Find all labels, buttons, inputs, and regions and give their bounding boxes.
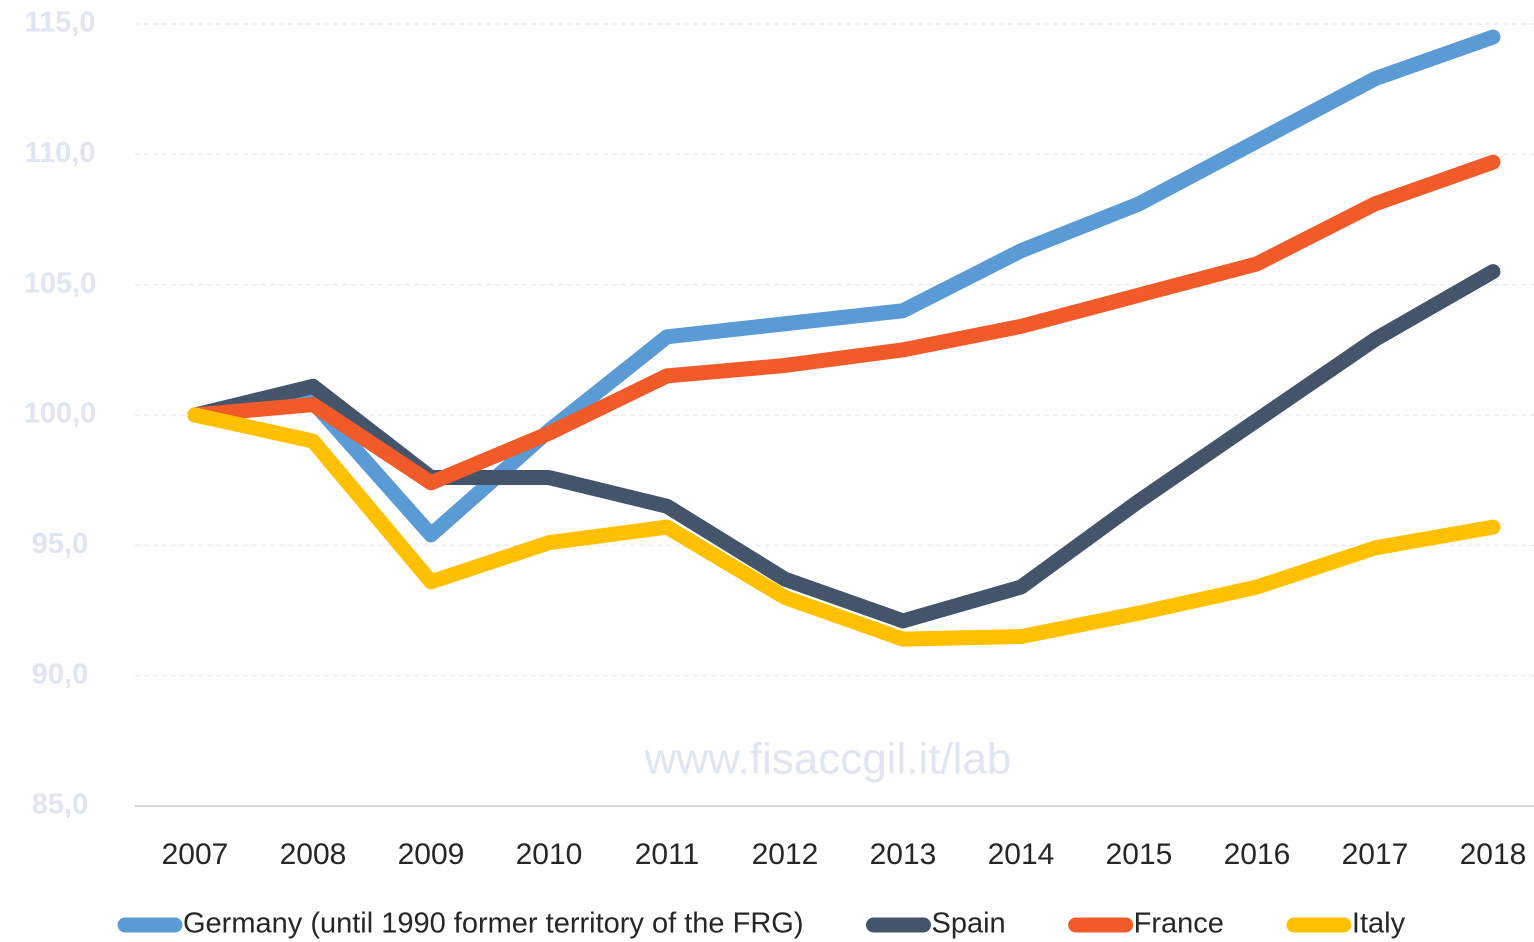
y-tick-label: 115,0 [25,7,96,39]
series-line [187,154,1501,491]
x-tick-label: 2017 [1342,838,1409,871]
y-tick-label: 100,0 [24,398,97,430]
y-tick-label: 110,0 [25,137,96,169]
legend-label: Germany (until 1990 former territory of … [183,908,803,940]
x-tick-label: 2016 [1224,838,1291,871]
x-tick-label: 2012 [752,838,819,871]
y-tick-label: 105,0 [24,267,97,299]
x-tick-label: 2011 [635,838,700,871]
x-tick-label: 2009 [398,838,465,871]
x-tick-label: 2008 [280,838,347,871]
y-tick-label: 85,0 [32,789,88,821]
y-tick-label: 95,0 [32,528,88,560]
legend-label: France [1134,908,1224,940]
x-tick-label: 2010 [516,838,583,871]
x-tick-label: 2014 [988,838,1055,871]
legend-label: Spain [931,908,1005,940]
x-tick-label: 2013 [870,838,937,871]
legend-label: Italy [1352,908,1406,940]
x-tick-label: 2007 [162,838,229,871]
x-tick-label: 2018 [1460,838,1527,871]
series-line [187,407,1501,647]
x-tick-label: 2015 [1106,838,1173,871]
y-tick-label: 90,0 [32,658,88,690]
watermark: www.fisaccgil.it/lab [644,735,1012,784]
series-line [187,29,1501,543]
